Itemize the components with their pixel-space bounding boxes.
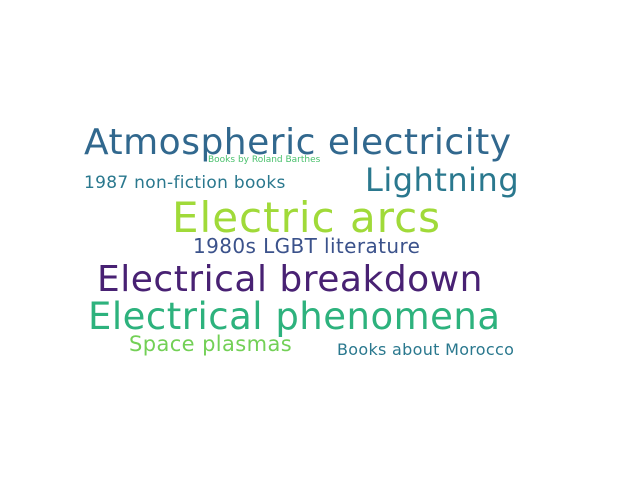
word-lightning: Lightning	[365, 164, 519, 196]
word-books-about-morocco: Books about Morocco	[337, 342, 514, 358]
word-electrical-breakdown: Electrical breakdown	[97, 262, 483, 298]
word-1987-non-fiction-books: 1987 non-fiction books	[84, 175, 286, 192]
word-electric-arcs: Electric arcs	[172, 197, 441, 239]
word-space-plasmas: Space plasmas	[129, 334, 292, 355]
word-electrical-phenomena: Electrical phenomena	[88, 298, 501, 335]
word-1980s-lgbt-literature: 1980s LGBT literature	[193, 236, 420, 256]
word-books-by-roland-barthes: Books by Roland Barthes	[208, 156, 320, 165]
